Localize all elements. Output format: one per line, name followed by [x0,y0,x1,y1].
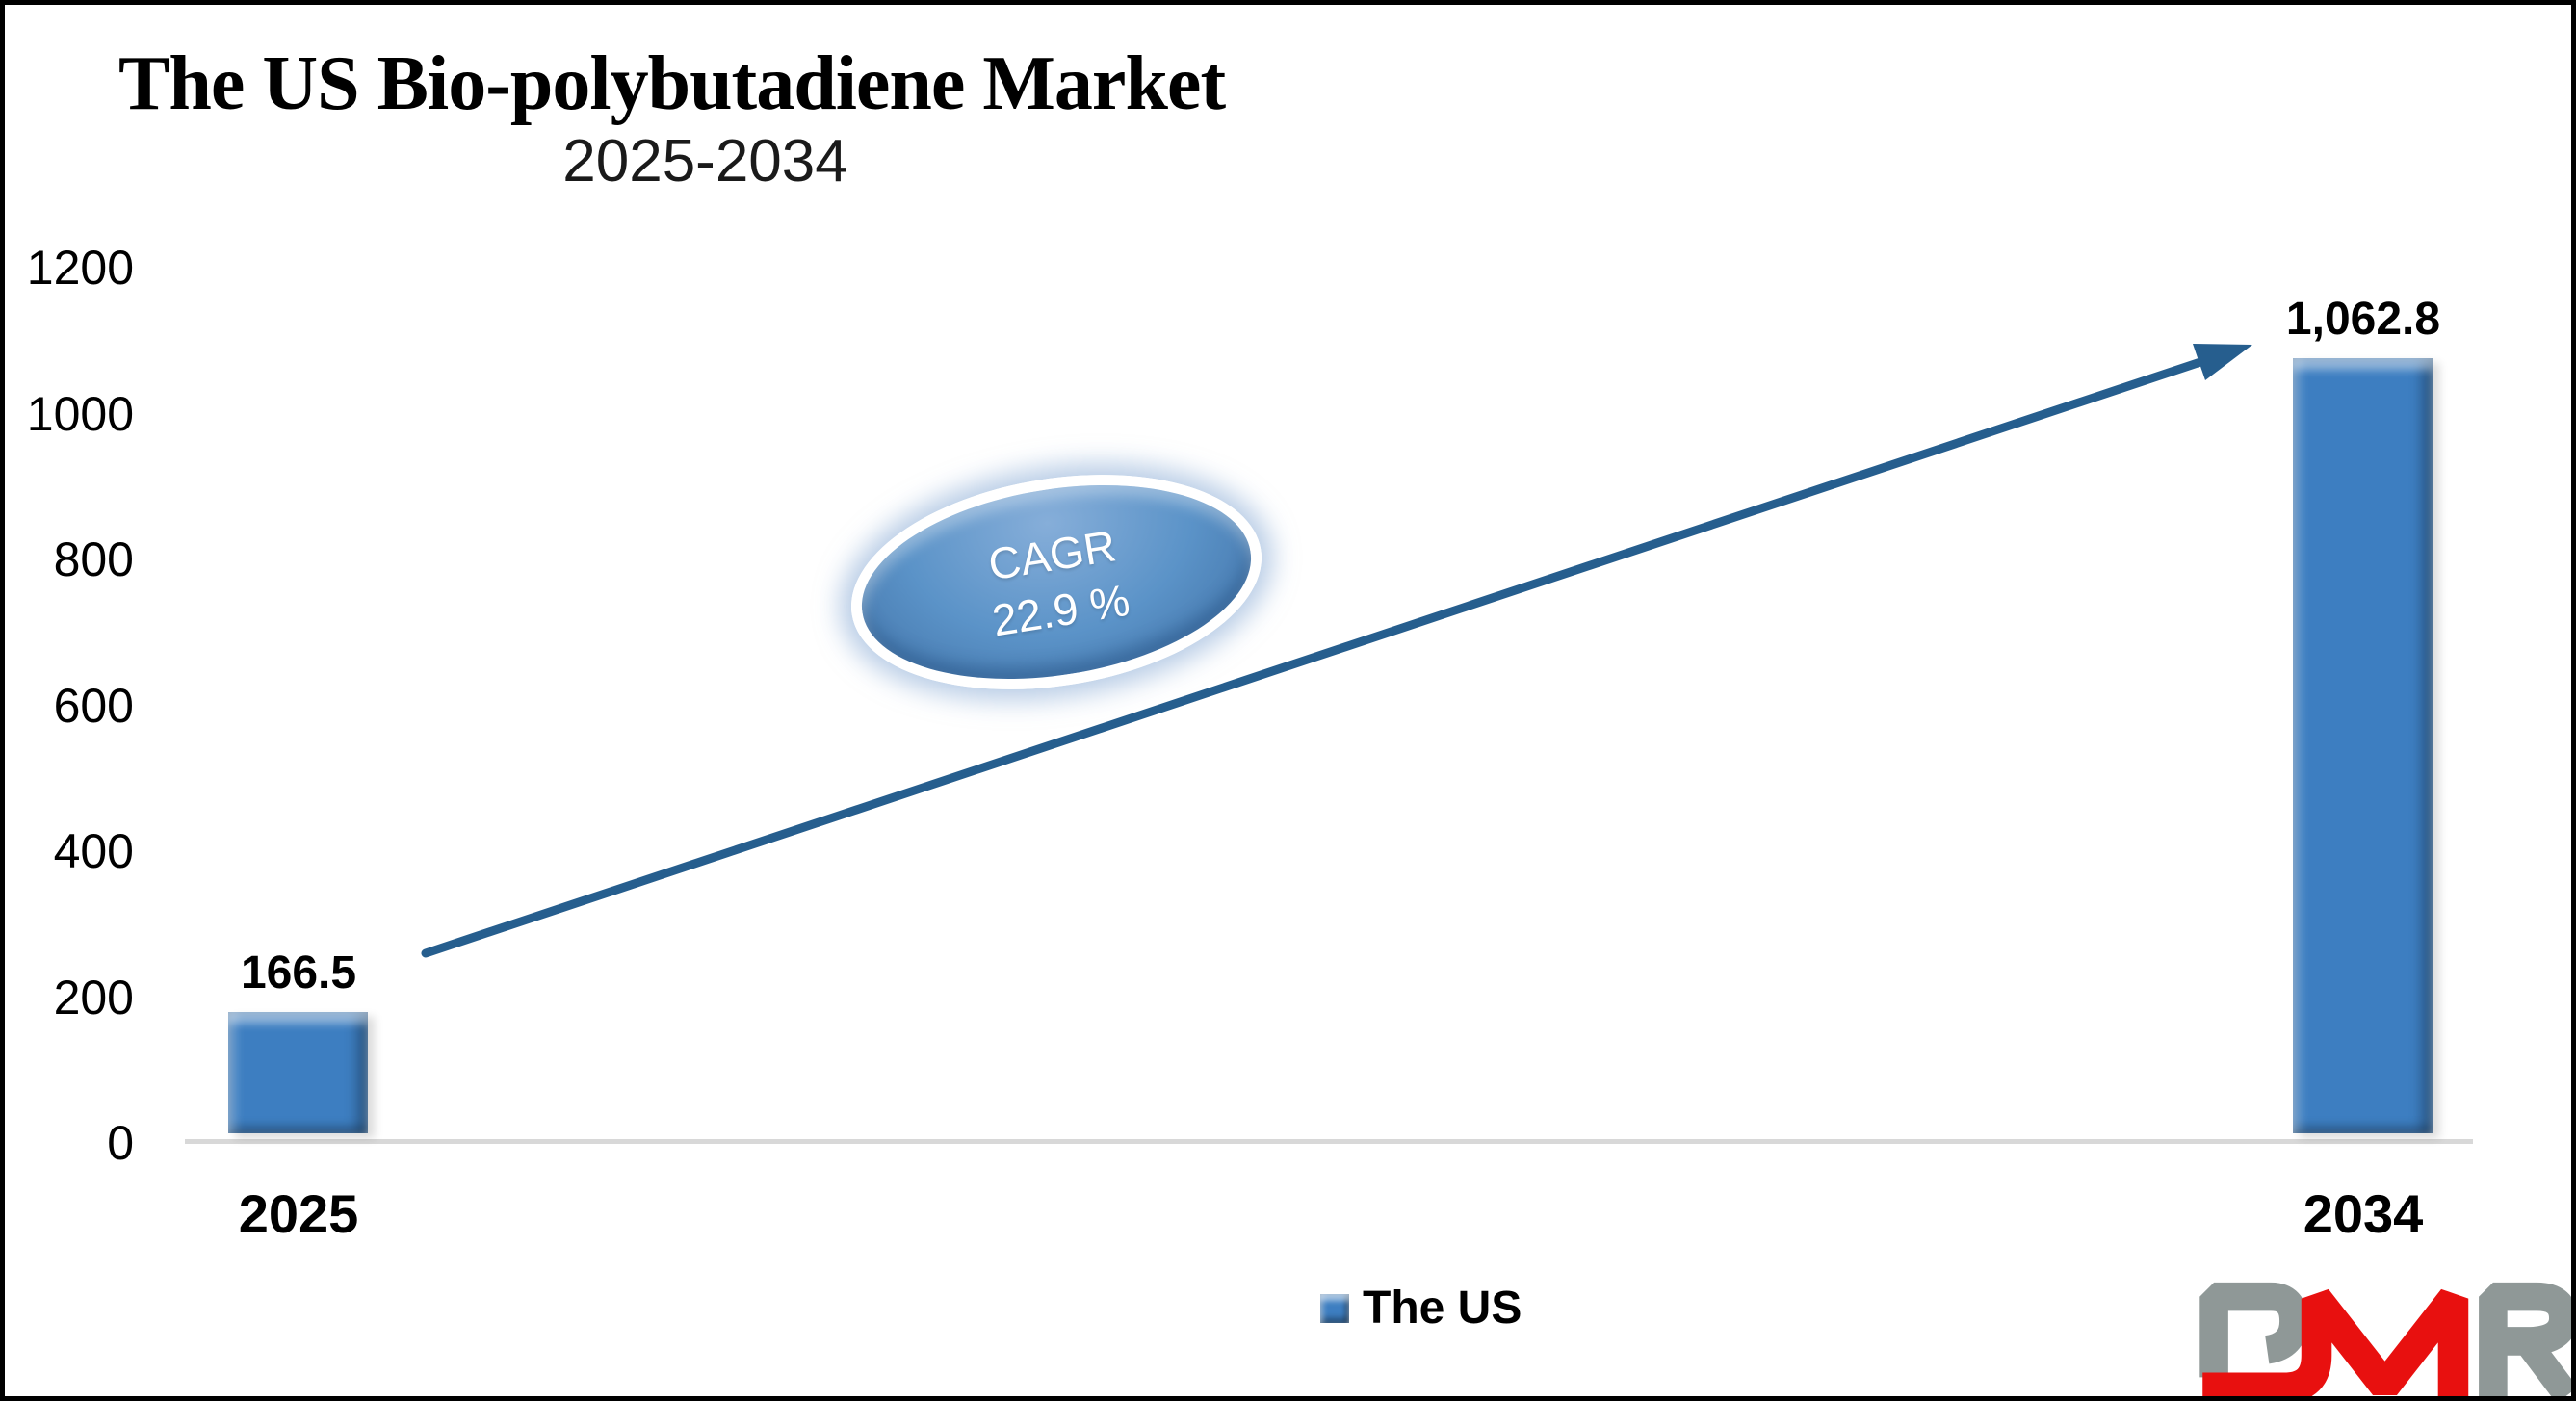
dmr-logo-icon [2199,1282,2571,1396]
bar-2025 [228,1011,368,1133]
legend-marker-icon [1320,1294,1349,1323]
legend: The US [1320,1284,1522,1334]
chart-subtitle: 2025-2034 [562,128,848,195]
dmr-logo: DMR [2193,1270,2571,1396]
y-tick-label: 1000 [26,386,134,441]
y-tick-label: 800 [53,532,134,586]
chart-title: The US Bio-polybutadiene Market [118,41,1226,126]
y-tick-label: 600 [53,678,134,733]
x-axis-line [185,1139,2473,1144]
y-tick-label: 400 [53,824,134,878]
x-category-label-2034: 2034 [2303,1183,2424,1244]
y-tick-label: 1200 [26,241,134,295]
cagr-callout: CAGR 22.9 % [835,447,1278,717]
y-axis: 0 200 400 600 800 1000 1200 [5,5,134,1396]
value-label-2034: 1,062.8 [2285,293,2441,345]
bar-2034 [2293,357,2433,1133]
x-category-label-2025: 2025 [238,1183,359,1244]
y-tick-label: 200 [53,970,134,1025]
y-tick-label: 0 [107,1116,134,1170]
legend-label: The US [1363,1283,1522,1334]
value-label-2025: 166.5 [240,947,357,999]
